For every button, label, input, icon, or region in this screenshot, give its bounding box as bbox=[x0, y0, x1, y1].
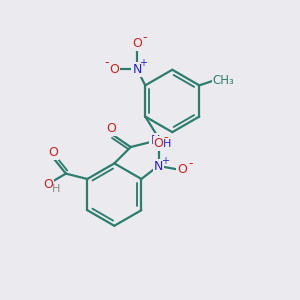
Text: O: O bbox=[109, 62, 119, 76]
Text: O: O bbox=[49, 146, 58, 159]
Text: N: N bbox=[132, 62, 142, 76]
Text: O: O bbox=[106, 122, 116, 134]
Text: O: O bbox=[177, 163, 187, 176]
Text: -: - bbox=[104, 56, 109, 69]
Text: +: + bbox=[139, 58, 147, 68]
Text: H: H bbox=[52, 184, 60, 194]
Text: N: N bbox=[150, 134, 160, 147]
Text: -: - bbox=[142, 31, 147, 44]
Text: CH₃: CH₃ bbox=[212, 74, 234, 86]
Text: O: O bbox=[132, 37, 142, 50]
Text: +: + bbox=[160, 156, 169, 166]
Text: H: H bbox=[163, 139, 172, 149]
Text: O: O bbox=[43, 178, 53, 191]
Text: N: N bbox=[154, 160, 163, 173]
Text: O: O bbox=[154, 137, 164, 150]
Text: -: - bbox=[188, 157, 193, 170]
Text: -: - bbox=[164, 131, 168, 144]
